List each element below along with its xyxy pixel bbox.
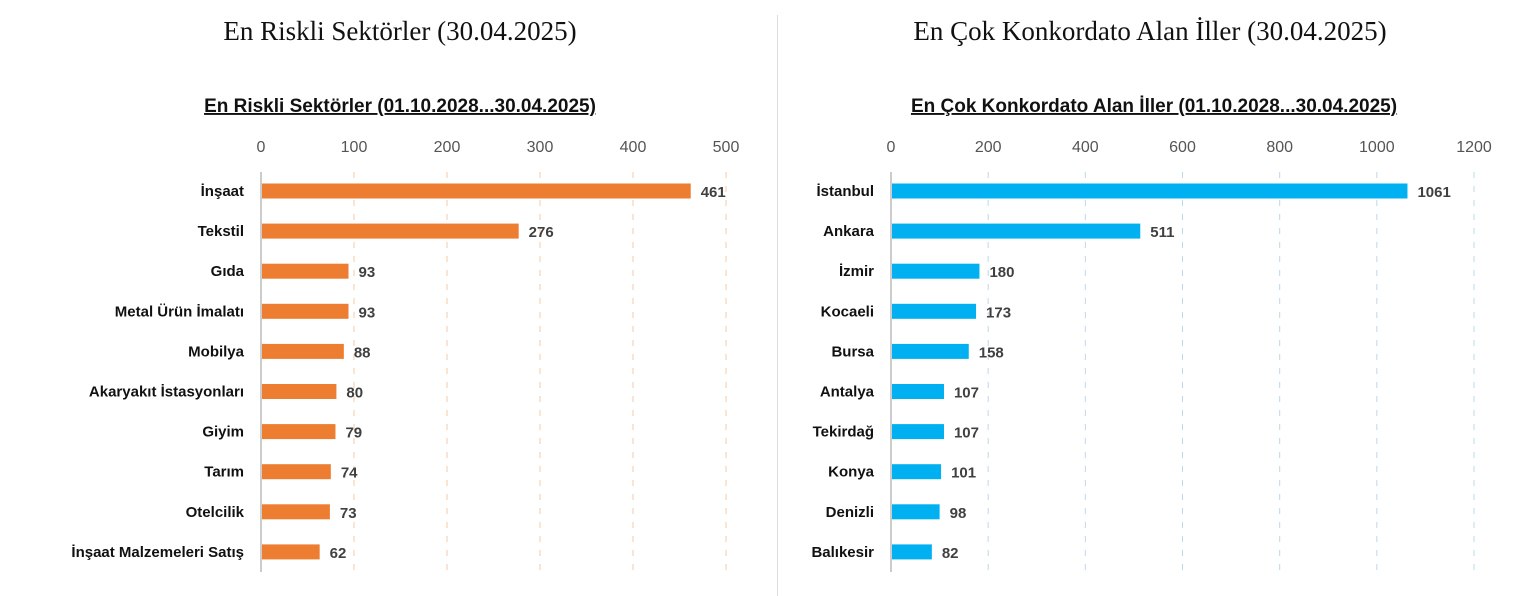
category-label: Gıda	[211, 263, 245, 280]
bar	[262, 343, 344, 359]
data-label: 158	[979, 344, 1004, 361]
category-label: İstanbul	[816, 183, 874, 200]
data-label: 62	[330, 545, 347, 562]
chart-title: En Çok Konkordato Alan İller (01.10.2028…	[911, 96, 1397, 117]
bar	[262, 544, 320, 560]
x-tick-label: 100	[341, 139, 368, 156]
data-label: 88	[354, 344, 371, 361]
data-label: 461	[701, 184, 726, 201]
x-tick-label: 0	[887, 139, 896, 156]
x-tick-label: 400	[1072, 139, 1099, 156]
data-label: 173	[986, 304, 1011, 321]
data-label: 74	[341, 465, 358, 482]
bar	[262, 223, 519, 239]
bar	[892, 303, 977, 319]
category-label: Konya	[828, 464, 875, 481]
x-tick-label: 600	[1169, 139, 1196, 156]
category-label: Akaryakıt İstasyonları	[89, 384, 244, 401]
bar	[262, 424, 336, 440]
x-tick-label: 1000	[1359, 139, 1395, 156]
category-label: Denizli	[826, 504, 874, 521]
bar	[892, 343, 969, 359]
bar	[892, 464, 942, 480]
data-label: 93	[358, 264, 375, 281]
data-label: 276	[529, 224, 554, 241]
divider	[777, 15, 778, 596]
bar	[262, 504, 330, 520]
bar	[892, 384, 944, 399]
data-label: 80	[346, 385, 363, 402]
bar	[892, 544, 932, 560]
bar	[262, 384, 337, 399]
category-label: İnşaat Malzemeleri Satış	[71, 544, 244, 561]
bar	[892, 183, 1408, 199]
data-label: 511	[1150, 224, 1174, 241]
x-tick-label: 1200	[1456, 139, 1492, 156]
right-page-title: En Çok Konkordato Alan İller (30.04.2025…	[913, 16, 1387, 46]
category-label: Metal Ürün İmalatı	[115, 303, 244, 320]
category-label: Tekirdağ	[813, 424, 874, 441]
category-label: Balıkesir	[811, 544, 874, 561]
data-label: 98	[950, 505, 967, 522]
data-label: 93	[358, 304, 375, 321]
category-label: Bursa	[831, 343, 874, 360]
bar	[892, 504, 940, 520]
data-label: 180	[989, 264, 1014, 281]
chart-title: En Riskli Sektörler (01.10.2028...30.04.…	[204, 96, 596, 117]
bar	[262, 303, 349, 319]
category-label: Tarım	[204, 464, 244, 481]
bar	[262, 183, 691, 199]
data-label: 1061	[1417, 184, 1450, 201]
category-label: İnşaat	[201, 183, 244, 200]
category-label: Giyim	[202, 424, 244, 441]
category-label: Antalya	[820, 384, 875, 401]
category-label: Tekstil	[198, 223, 244, 240]
category-label: Mobilya	[188, 343, 244, 360]
bar	[892, 424, 944, 440]
data-label: 73	[340, 505, 357, 522]
bar	[262, 263, 349, 279]
category-label: İzmir	[839, 263, 874, 280]
x-tick-label: 800	[1266, 139, 1293, 156]
category-label: Ankara	[823, 223, 875, 240]
data-label: 82	[942, 545, 959, 562]
left-page-title: En Riskli Sektörler (30.04.2025)	[223, 16, 577, 46]
category-label: Kocaeli	[821, 303, 874, 320]
category-label: Otelcilik	[186, 504, 245, 521]
x-tick-label: 400	[620, 139, 647, 156]
x-tick-label: 300	[527, 139, 554, 156]
bar	[892, 223, 1141, 239]
bar	[892, 263, 980, 279]
bar	[262, 464, 331, 480]
x-tick-label: 200	[975, 139, 1002, 156]
data-label: 79	[345, 425, 362, 442]
x-tick-label: 200	[434, 139, 461, 156]
data-label: 107	[954, 385, 979, 402]
x-tick-label: 500	[713, 139, 740, 156]
data-label: 107	[954, 425, 979, 442]
x-tick-label: 0	[257, 139, 266, 156]
data-label: 101	[951, 465, 976, 482]
